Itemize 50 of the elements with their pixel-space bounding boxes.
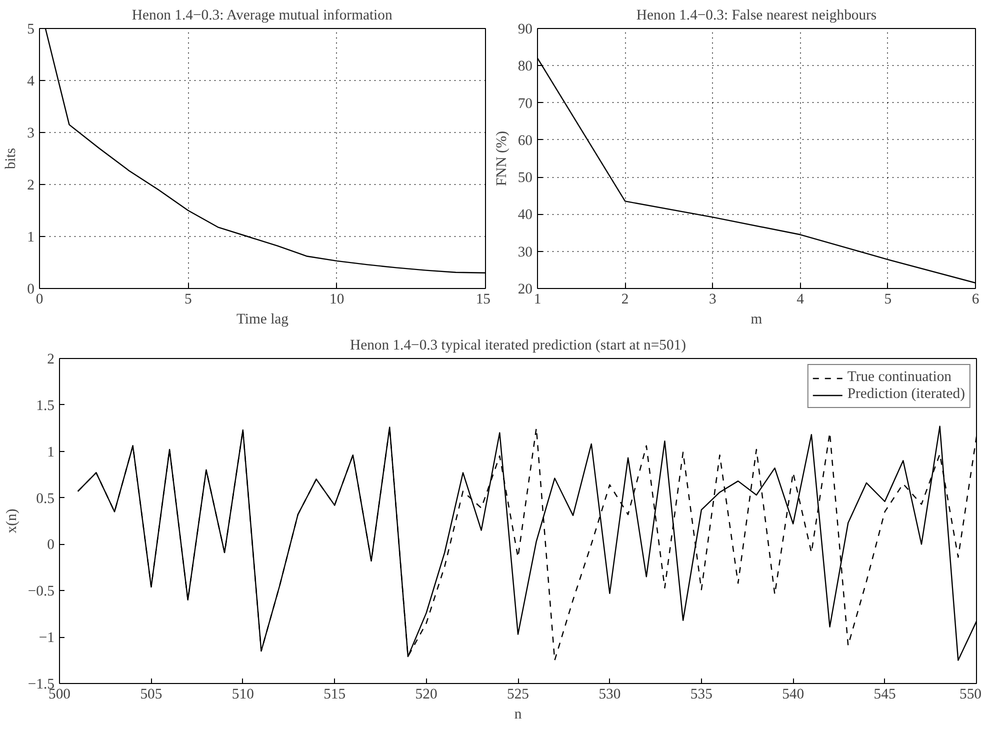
y-axis-title: FNN (%) bbox=[494, 130, 510, 186]
x-axis-title: Time lag bbox=[236, 312, 290, 328]
y-axis-title: bits bbox=[3, 148, 20, 170]
x-tick-label: 530 bbox=[598, 686, 621, 702]
y-tick-label: 4 bbox=[27, 74, 36, 90]
x-tick-label: 515 bbox=[324, 686, 346, 702]
x-tick-label: 540 bbox=[782, 686, 804, 702]
x-tick-label: 6 bbox=[972, 292, 980, 308]
x-tick-label: 10 bbox=[330, 292, 344, 308]
y-tick-label: −1 bbox=[38, 630, 54, 646]
x-tick-label: 535 bbox=[690, 686, 712, 702]
legend-label: True continuation bbox=[847, 369, 952, 386]
y-tick-label: 2 bbox=[27, 178, 34, 194]
y-tick-label: 30 bbox=[518, 244, 532, 260]
y-tick-label: 0 bbox=[27, 282, 34, 298]
chart-title: Henon 1.4−0.3: Average mutual information bbox=[132, 8, 393, 24]
x-tick-label: 4 bbox=[796, 292, 805, 308]
y-tick-label: 80 bbox=[518, 58, 532, 75]
y-tick-label: 1.5 bbox=[36, 398, 55, 414]
x-tick-label: 5 bbox=[184, 292, 192, 308]
y-tick-label: −0.5 bbox=[28, 584, 55, 600]
x-tick-label: 550 bbox=[960, 686, 981, 702]
y-tick-label: 1 bbox=[47, 444, 54, 460]
x-tick-label: 545 bbox=[874, 686, 896, 702]
legend-label: Prediction (iterated) bbox=[847, 386, 965, 403]
y-axis-title: x(n) bbox=[4, 508, 20, 534]
y-tick-label: 5 bbox=[27, 22, 34, 38]
y-tick-label: 40 bbox=[518, 207, 532, 224]
y-tick-label: 1 bbox=[27, 230, 34, 246]
x-axis-title: n bbox=[514, 706, 522, 722]
y-tick-label: 0.5 bbox=[36, 490, 55, 507]
y-tick-label: 3 bbox=[27, 126, 34, 142]
y-tick-label: 2 bbox=[47, 352, 54, 368]
x-tick-label: 525 bbox=[507, 686, 529, 702]
x-tick-label: 5 bbox=[884, 292, 892, 308]
x-tick-label: 520 bbox=[415, 686, 438, 702]
chart-title: Henon 1.4−0.3 typical iterated prediction (start at n=501) bbox=[350, 338, 686, 354]
x-tick-label: 15 bbox=[476, 292, 490, 308]
y-tick-label: 0 bbox=[47, 537, 54, 554]
y-tick-label: 60 bbox=[518, 132, 532, 149]
x-tick-label: 2 bbox=[621, 292, 629, 308]
y-tick-label: 70 bbox=[518, 96, 532, 112]
x-axis-title: m bbox=[750, 312, 763, 328]
y-tick-label: 20 bbox=[518, 282, 532, 298]
chart-title: Henon 1.4−0.3: False nearest neighbours bbox=[636, 8, 877, 24]
x-tick-label: 505 bbox=[140, 686, 162, 702]
y-tick-label: 90 bbox=[518, 22, 532, 38]
y-tick-label: 50 bbox=[518, 170, 532, 186]
x-tick-label: 510 bbox=[232, 686, 254, 702]
x-tick-label: 3 bbox=[709, 292, 716, 308]
